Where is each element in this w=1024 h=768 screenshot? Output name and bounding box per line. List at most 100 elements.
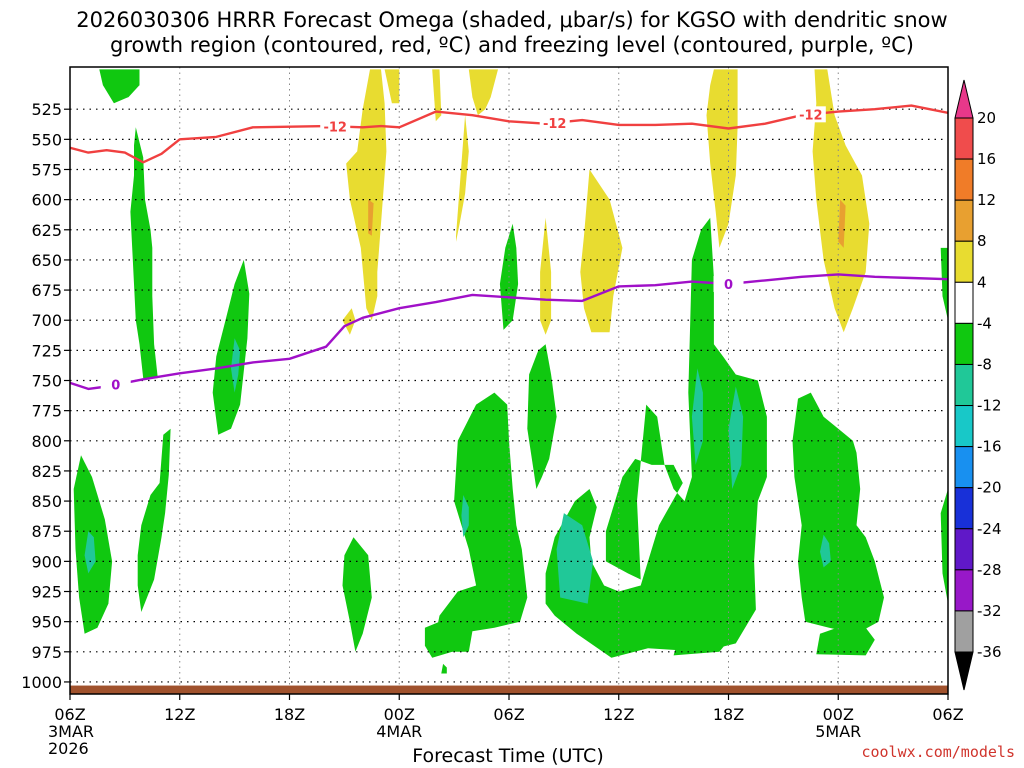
contour-minus12-label-0: -12 — [323, 120, 347, 135]
contour-minus12-label-bg-0 — [320, 118, 351, 135]
colorbar-label-9: -20 — [977, 479, 1002, 497]
ground-surface — [70, 685, 948, 694]
y-tick-label-725: 725 — [31, 341, 62, 360]
contour-minus12-line — [70, 104, 948, 164]
y-tick-label-750: 750 — [31, 372, 62, 391]
x-date-label-42: 5MAR — [815, 722, 861, 741]
colorbar-bin-10 — [954, 487, 974, 530]
colorbar-bin-2 — [954, 158, 974, 201]
colorbar-label-11: -28 — [977, 561, 1002, 579]
colorbar-label-3: 8 — [977, 232, 987, 250]
colorbar-label-2: 12 — [977, 191, 996, 209]
omega-region-23 — [545, 217, 767, 658]
colorbar-bin-12 — [954, 569, 974, 612]
contour-minus12-label-bg-1 — [539, 114, 570, 131]
x-year-label-0: 2026 — [48, 739, 89, 758]
omega-region-15 — [580, 169, 623, 333]
contour-minus12-label-bg-2 — [795, 106, 826, 123]
colorbar: 20 16 12 8 4 -4 -8 -12 -16 -20 -24 -28 -32 -36 — [954, 79, 1002, 691]
colorbar-top-arrow — [954, 79, 974, 119]
y-tick-label-875: 875 — [31, 522, 62, 541]
omega-region-30 — [816, 624, 875, 656]
omega-region-34 — [424, 621, 453, 658]
colorbar-label-8: -16 — [977, 438, 1002, 456]
omega-region-24 — [556, 513, 594, 604]
x-tick-label-30: 12Z — [603, 705, 634, 724]
y-tick-label-600: 600 — [31, 191, 62, 210]
colorbar-label-10: -24 — [977, 520, 1002, 538]
colorbar-bin-8 — [954, 405, 974, 448]
omega-region-32 — [940, 489, 948, 604]
y-tick-label-575: 575 — [31, 160, 62, 179]
y-tick-label-700: 700 — [31, 311, 62, 330]
omega-region-12 — [468, 69, 498, 116]
chart-title-line1: 2026030306 HRRR Forecast Omega (shaded, … — [76, 8, 948, 32]
colorbar-label-13: -36 — [977, 643, 1002, 661]
omega-region-33 — [342, 537, 372, 652]
chart-title-line2: growth region (contoured, red, ºC) and f… — [110, 33, 914, 57]
x-tick-label-24: 06Z — [493, 705, 524, 724]
y-tick-label-550: 550 — [31, 130, 62, 149]
omega-region-1 — [130, 127, 158, 379]
x-axis-label: Forecast Time (UTC) — [412, 745, 603, 767]
contour-freezing-line — [70, 273, 948, 391]
colorbar-label-6: -8 — [977, 355, 992, 373]
contour-freezing-label-0: 0 — [111, 379, 120, 394]
omega-region-8 — [368, 199, 374, 236]
plot-grid — [70, 67, 948, 694]
colorbar-bin-5 — [954, 281, 974, 324]
colorbar-label-12: -32 — [977, 602, 1002, 620]
colorbar-label-4: 4 — [977, 273, 987, 291]
x-tick-label-18: 00Z — [384, 705, 415, 724]
omega-region-13 — [456, 115, 469, 242]
y-tick-label-975: 975 — [31, 643, 62, 662]
y-tick-label-950: 950 — [31, 613, 62, 632]
colorbar-bin-1 — [954, 117, 974, 160]
colorbar-bin-11 — [954, 528, 974, 571]
colorbar-bin-7 — [954, 363, 974, 407]
omega-region-6 — [137, 428, 171, 612]
colorbar-bin-13 — [954, 610, 974, 653]
y-tick-label-525: 525 — [31, 100, 62, 119]
omega-region-26 — [728, 386, 744, 489]
omega-region-0 — [99, 69, 140, 104]
omega-region-27 — [673, 585, 734, 656]
contour-freezing-label-1: 0 — [724, 278, 733, 293]
contour-minus12-label-1: -12 — [543, 117, 567, 132]
colorbar-bin-6 — [954, 322, 974, 365]
omega-region-2 — [212, 259, 250, 435]
y-tick-label-925: 925 — [31, 583, 62, 602]
omega-region-9 — [342, 308, 356, 335]
chart-title: 2026030306 HRRR Forecast Omega (shaded, … — [0, 8, 1024, 58]
y-tick-label-900: 900 — [31, 552, 62, 571]
omega-region-22 — [527, 344, 557, 489]
y-tick-label-800: 800 — [31, 432, 62, 451]
contour-freezing-label-bg-1 — [713, 276, 744, 293]
omega-region-5 — [84, 531, 96, 574]
colorbar-label-0: 20 — [977, 109, 996, 127]
ground-band — [70, 685, 948, 694]
contour-minus12-label-2: -12 — [799, 108, 823, 123]
y-tick-label-625: 625 — [31, 221, 62, 240]
omega-region-7 — [346, 69, 387, 321]
x-tick-label-6: 12Z — [164, 705, 195, 724]
omega-region-14 — [540, 217, 552, 335]
colorbar-bottom-arrow — [954, 651, 974, 691]
omega-shading — [73, 69, 948, 674]
y-tick-label-650: 650 — [31, 251, 62, 270]
colorbar-label-1: 16 — [977, 150, 996, 168]
omega-region-18 — [838, 199, 846, 248]
contour-freezing-label-bg-0 — [100, 376, 131, 393]
y-tick-label-825: 825 — [31, 462, 62, 481]
x-tick-label-12: 18Z — [274, 705, 305, 724]
x-date-label-0: 3MAR — [48, 722, 94, 741]
credit-text: coolwx.com/models — [861, 743, 1015, 761]
x-tick-label-36: 18Z — [713, 705, 744, 724]
y-tick-label-775: 775 — [31, 402, 62, 421]
colorbar-bin-9 — [954, 446, 974, 489]
colorbar-bin-3 — [954, 199, 974, 242]
colorbar-label-7: -12 — [977, 397, 1002, 415]
omega-region-16 — [706, 69, 738, 248]
contour-lines: -12 -12 -12 0 0 — [70, 104, 948, 394]
